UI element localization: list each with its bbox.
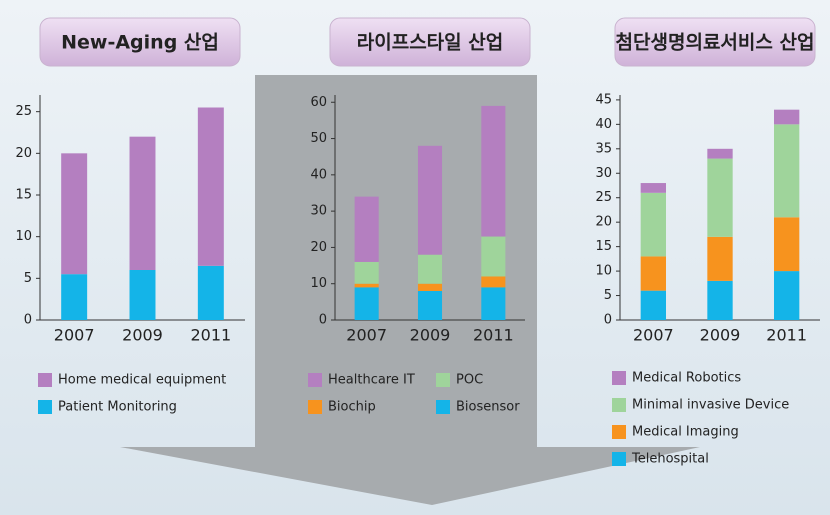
- x-tick-label: 2011: [766, 326, 807, 345]
- legend-label: Medical Robotics: [632, 371, 741, 386]
- legend-label: Minimal invasive Device: [632, 398, 789, 413]
- legend-swatch: [436, 373, 450, 387]
- bar-segment: [417, 283, 443, 291]
- bar-segment: [707, 280, 733, 320]
- y-tick-label: 0: [319, 313, 327, 328]
- arrow-head: [120, 447, 700, 505]
- bar-segment: [129, 270, 156, 320]
- legend-label: Patient Monitoring: [58, 400, 177, 415]
- y-tick-label: 40: [595, 117, 612, 132]
- legend-label: Telehospital: [631, 452, 709, 467]
- y-tick-label: 5: [604, 288, 612, 303]
- title-box: [39, 17, 241, 67]
- y-tick-label: 10: [310, 276, 327, 291]
- y-tick-label: 10: [15, 229, 32, 244]
- y-tick-label: 10: [595, 264, 612, 279]
- y-tick-label: 15: [595, 239, 612, 254]
- x-tick-label: 2009: [410, 326, 451, 345]
- x-tick-label: 2011: [190, 326, 231, 345]
- x-tick-label: 2007: [633, 326, 674, 345]
- y-tick-label: 30: [595, 166, 612, 181]
- chart-title: 첨단생명의료서비스 산업: [616, 32, 815, 54]
- legend-label: Healthcare IT: [328, 373, 415, 388]
- bar-segment: [481, 276, 506, 288]
- bar-segment: [707, 148, 733, 159]
- bar-segment: [354, 283, 379, 288]
- title-box: [614, 17, 816, 67]
- bar-segment: [417, 254, 443, 284]
- legend-swatch: [38, 373, 52, 387]
- legend-swatch: [38, 400, 52, 414]
- bar-segment: [197, 265, 224, 320]
- x-tick-label: 2011: [473, 326, 514, 345]
- y-tick-label: 40: [310, 167, 327, 182]
- legend-label: Biosensor: [456, 400, 520, 415]
- chart-title: New-Aging 산업: [61, 32, 219, 54]
- y-tick-label: 15: [15, 188, 32, 203]
- y-tick-label: 60: [310, 95, 327, 110]
- bar-segment: [774, 109, 800, 125]
- x-tick-label: 2007: [54, 326, 95, 345]
- bar-segment: [774, 124, 800, 218]
- y-tick-label: 0: [604, 313, 612, 328]
- bar-segment: [707, 158, 733, 237]
- legend-swatch: [612, 371, 626, 385]
- legend-label: Home medical equipment: [58, 373, 226, 388]
- bar-segment: [61, 274, 88, 320]
- y-tick-label: 20: [15, 146, 32, 161]
- x-tick-label: 2007: [346, 326, 387, 345]
- bar-segment: [640, 192, 666, 257]
- legend-label: Biochip: [328, 400, 376, 415]
- legend-swatch: [308, 373, 322, 387]
- y-tick-label: 25: [595, 190, 612, 205]
- y-tick-label: 20: [595, 215, 612, 230]
- bar-segment: [640, 290, 666, 320]
- legend-swatch: [308, 400, 322, 414]
- bar-segment: [707, 236, 733, 281]
- bar-segment: [481, 105, 506, 237]
- y-tick-label: 50: [310, 131, 327, 146]
- bar-segment: [640, 183, 666, 193]
- bar-segment: [774, 217, 800, 272]
- bar-segment: [774, 271, 800, 320]
- y-tick-label: 5: [24, 271, 32, 286]
- legend-swatch: [612, 425, 626, 439]
- x-tick-label: 2009: [700, 326, 741, 345]
- bar-segment: [417, 290, 443, 320]
- title-box: [329, 17, 531, 67]
- legend-label: POC: [456, 373, 483, 388]
- legend-swatch: [436, 400, 450, 414]
- bar-segment: [354, 287, 379, 320]
- legend-swatch: [612, 452, 626, 466]
- bar-segment: [640, 256, 666, 291]
- y-tick-label: 25: [15, 104, 32, 119]
- bar-segment: [417, 145, 443, 255]
- bar-segment: [61, 153, 88, 275]
- bar-segment: [354, 261, 379, 284]
- y-tick-label: 0: [24, 313, 32, 328]
- y-tick-label: 35: [595, 141, 612, 156]
- bar-segment: [354, 196, 379, 262]
- legend-swatch: [612, 398, 626, 412]
- bar-segment: [129, 136, 156, 270]
- x-tick-label: 2009: [122, 326, 163, 345]
- bar-segment: [197, 107, 224, 266]
- bar-segment: [481, 287, 506, 320]
- bar-segment: [481, 236, 506, 277]
- y-tick-label: 45: [595, 92, 612, 107]
- chart-title: 라이프스타일 산업: [357, 32, 503, 54]
- legend-label: Medical Imaging: [632, 425, 739, 440]
- y-tick-label: 20: [310, 240, 327, 255]
- y-tick-label: 30: [310, 204, 327, 219]
